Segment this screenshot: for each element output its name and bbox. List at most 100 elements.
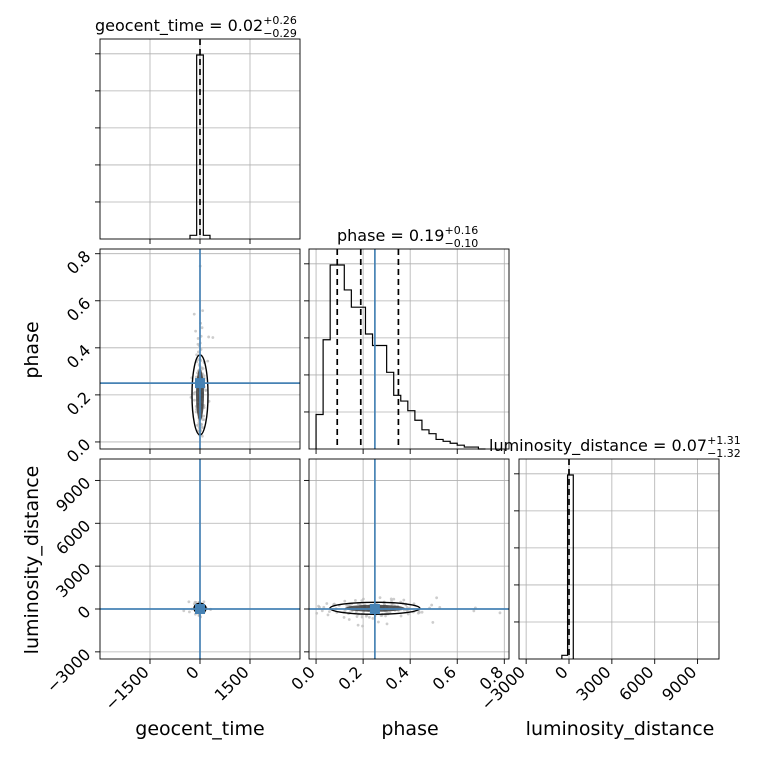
title-lower-error: −1.32	[707, 447, 741, 460]
sample-point	[406, 612, 410, 616]
x-tick-label: −1500	[101, 662, 153, 714]
sample-point	[392, 597, 396, 601]
sample-point	[367, 615, 371, 619]
x-tick-label: 0.4	[382, 662, 413, 693]
sample-point	[317, 604, 320, 608]
x-tick-label: 0	[551, 662, 572, 683]
histogram-phase	[315, 264, 486, 450]
sample-point	[202, 600, 206, 604]
y-tick-label: 0.6	[63, 294, 94, 325]
sample-point	[356, 623, 360, 627]
sample-point	[360, 615, 364, 619]
y-tick-label: 6000	[52, 516, 94, 558]
x-axis-label-luminosity-distance: luminosity_distance	[526, 718, 715, 740]
panel-frame	[308, 248, 510, 450]
sample-point	[326, 613, 330, 617]
panel-geocent_time-vs-luminosity_distance	[95, 458, 301, 664]
sample-point	[378, 596, 382, 600]
sample-point	[343, 599, 347, 603]
sample-point	[371, 616, 375, 620]
panel-luminosity_distance-hist	[514, 458, 720, 664]
sample-point	[420, 610, 424, 614]
sample-point	[377, 620, 380, 624]
sample-point	[200, 425, 204, 429]
x-tick-label: 3000	[572, 662, 614, 704]
sample-point	[315, 611, 319, 615]
sample-point	[405, 606, 409, 609]
panel-geocent_time-vs-phase	[95, 248, 301, 454]
x-tick-label: 0.6	[429, 662, 460, 693]
sample-point	[187, 600, 191, 604]
sample-point	[201, 309, 205, 313]
title-lower-error: −0.29	[263, 27, 297, 40]
sample-point	[196, 350, 200, 354]
sample-point	[196, 337, 200, 340]
sample-point	[430, 603, 434, 607]
truth-point	[195, 378, 205, 389]
sample-point	[202, 374, 206, 378]
sample-point	[322, 605, 326, 609]
sample-point	[389, 597, 393, 601]
panel-frame	[518, 458, 720, 660]
sample-point	[201, 418, 205, 422]
sample-point	[188, 610, 191, 614]
sample-point	[200, 326, 204, 330]
sample-point	[211, 336, 215, 339]
y-tick-label: 0.8	[63, 247, 94, 278]
sample-point	[182, 609, 186, 613]
y-tick-label: 0.0	[63, 435, 94, 466]
x-tick-label: 9000	[658, 662, 700, 704]
sample-point	[431, 621, 435, 624]
sample-point	[402, 598, 406, 602]
sample-point	[385, 622, 389, 626]
y-tick-label: 3000	[52, 559, 94, 601]
sample-point	[405, 609, 409, 613]
y-axis-label-luminosity-distance: luminosity_distance	[21, 466, 43, 655]
panel-geocent_time-hist	[95, 38, 301, 244]
y-tick-label: −3000	[43, 645, 95, 697]
x-axis-label-geocent-time: geocent_time	[135, 718, 264, 740]
sample-point	[355, 615, 359, 618]
title-main-text: phase = 0.19	[337, 226, 444, 245]
x-axis-label-phase: phase	[381, 718, 438, 740]
title-lower-error: −0.10	[444, 237, 478, 250]
histogram-luminosity_distance	[561, 474, 574, 659]
sample-point	[195, 353, 199, 357]
sample-point	[320, 609, 324, 613]
x-tick-label: 6000	[615, 662, 657, 704]
sample-point	[435, 596, 439, 600]
y-axis-label-phase: phase	[21, 321, 43, 378]
x-tick-label: 0.0	[287, 662, 318, 693]
sample-point	[192, 312, 196, 316]
panel-frame	[99, 38, 301, 240]
sample-point	[361, 624, 364, 628]
sample-point	[327, 610, 331, 613]
sample-point	[384, 614, 387, 618]
sample-point	[347, 618, 351, 621]
sample-point	[472, 609, 476, 613]
y-tick-label: 0.2	[63, 388, 94, 419]
panel-frame	[99, 458, 301, 660]
x-tick-label: 1500	[211, 662, 253, 704]
sample-point	[345, 604, 349, 607]
x-tick-label: 0	[182, 662, 203, 683]
sample-point	[206, 359, 210, 363]
title-geocent_time: geocent_time = 0.02+0.26	[95, 14, 297, 36]
sample-point	[342, 615, 346, 619]
y-tick-label: 0.4	[63, 341, 94, 372]
sample-point	[354, 599, 357, 602]
sample-point	[438, 605, 442, 609]
sample-point	[362, 597, 365, 601]
sample-point	[196, 423, 200, 427]
sample-point	[193, 398, 196, 402]
panel-frame	[99, 248, 301, 450]
title-luminosity_distance: luminosity_distance = 0.07+1.31	[489, 434, 741, 456]
title-main-text: luminosity_distance = 0.07	[489, 436, 707, 456]
sample-point	[194, 329, 198, 333]
panel-phase-vs-luminosity_distance	[304, 458, 510, 664]
sample-point	[207, 335, 211, 339]
panel-frame	[308, 458, 510, 660]
sample-point	[390, 602, 394, 606]
y-tick-label: 0	[74, 602, 95, 623]
